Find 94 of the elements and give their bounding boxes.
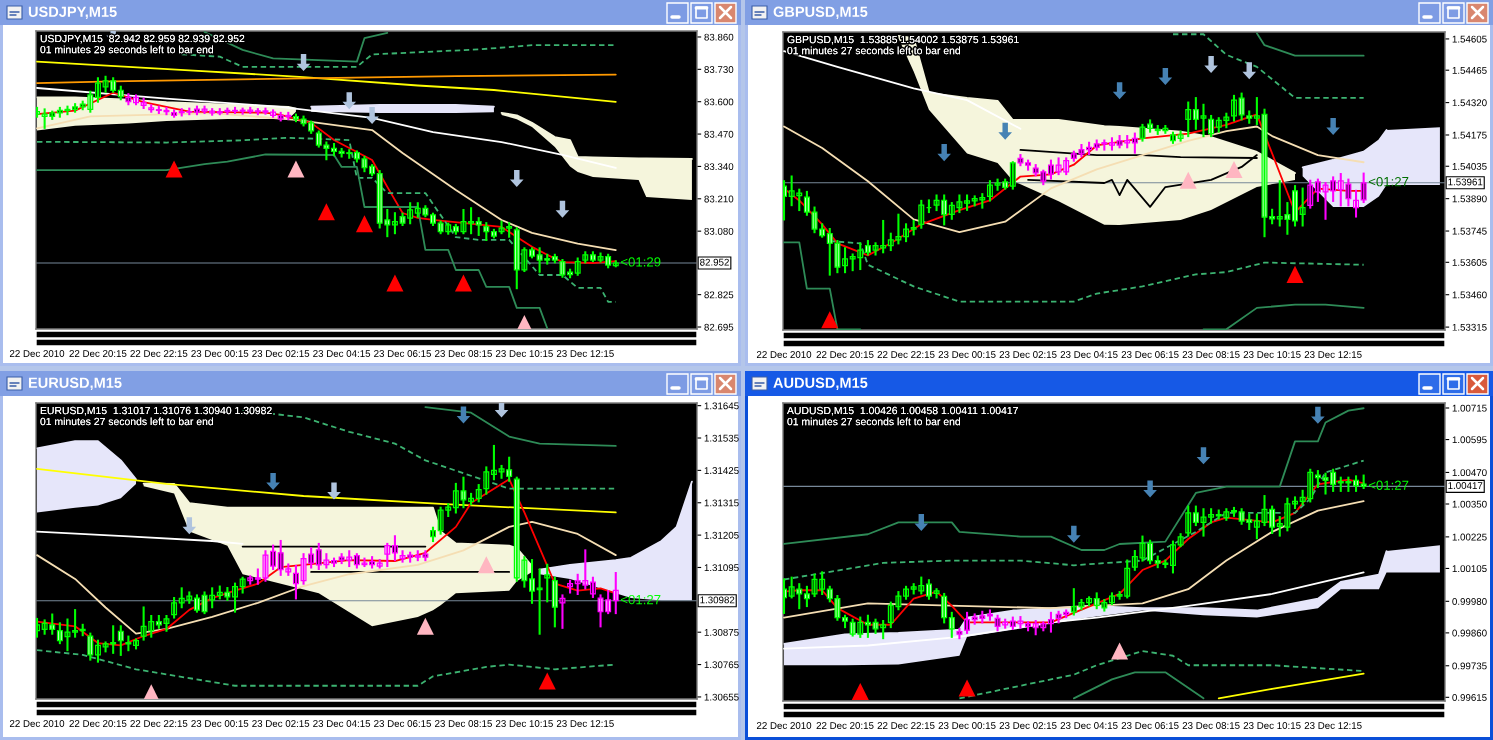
y-tick-label: 83.080 bbox=[704, 227, 734, 235]
x-tick-label: 23 Dec 06:15 bbox=[1121, 722, 1179, 729]
y-tick-label: 1.54320 bbox=[1452, 99, 1487, 107]
annotation: 01 minutes 27 seconds left to bar end bbox=[787, 417, 961, 426]
annotation: 01 minutes 27 seconds left to bar end bbox=[787, 46, 961, 55]
x-tick-label: 22 Dec 20:15 bbox=[816, 351, 874, 358]
x-tick-label: 23 Dec 02:15 bbox=[999, 722, 1057, 729]
y-tick-label: 1.31645 bbox=[704, 402, 739, 410]
x-tick-label: 23 Dec 12:15 bbox=[556, 720, 614, 727]
y-tick-label: 0.99980 bbox=[1452, 598, 1487, 605]
y-tick-label: 1.54175 bbox=[1452, 131, 1487, 139]
y-tick-label: 1.53745 bbox=[1452, 227, 1487, 235]
y-tick-label: 83.600 bbox=[704, 98, 734, 106]
y-tick-label: 83.860 bbox=[704, 33, 734, 41]
x-tick-label: 23 Dec 06:15 bbox=[1121, 351, 1179, 358]
y-tick-label: 1.00350 bbox=[1452, 500, 1487, 508]
x-tick-label: 23 Dec 00:15 bbox=[938, 722, 996, 729]
y-tick-label: 83.730 bbox=[704, 66, 734, 73]
x-tick-label: 22 Dec 2010 bbox=[9, 720, 65, 727]
x-tick-label: 22 Dec 20:15 bbox=[69, 350, 127, 357]
y-tick-label: 1.54465 bbox=[1452, 66, 1487, 74]
x-tick-label: 22 Dec 22:15 bbox=[877, 722, 935, 729]
x-tick-label: 23 Dec 04:15 bbox=[313, 720, 371, 727]
x-tick-label: 23 Dec 00:15 bbox=[938, 351, 996, 358]
y-tick-label: 1.54605 bbox=[1452, 35, 1487, 43]
x-tick-label: 23 Dec 10:15 bbox=[1243, 351, 1301, 358]
y-tick-label: 1.30655 bbox=[704, 693, 739, 701]
annotation: 01 minutes 29 seconds left to bar end bbox=[40, 45, 214, 54]
y-tick-label: 1.31205 bbox=[704, 531, 739, 539]
y-tick-label: 1.53890 bbox=[1452, 195, 1487, 203]
chart-title: AUDUSD,M15 bbox=[773, 377, 868, 391]
y-tick-label: 0.99615 bbox=[1452, 694, 1487, 701]
ref-line-label: 82.952 bbox=[700, 258, 729, 266]
x-tick-label: 23 Dec 02:15 bbox=[999, 351, 1057, 358]
y-tick-label: 83.470 bbox=[704, 130, 734, 138]
y-tick-label: 83.210 bbox=[704, 195, 734, 203]
x-tick-label: 23 Dec 06:15 bbox=[374, 720, 432, 727]
x-tick-label: 22 Dec 2010 bbox=[756, 722, 812, 729]
y-tick-label: 82.825 bbox=[704, 291, 734, 299]
y-tick-label: 1.31095 bbox=[704, 564, 739, 572]
y-tick-label: 1.00105 bbox=[1452, 565, 1487, 573]
y-tick-label: 0.99860 bbox=[1452, 629, 1487, 637]
x-tick-label: 22 Dec 2010 bbox=[756, 351, 812, 358]
x-tick-label: 23 Dec 04:15 bbox=[313, 350, 371, 357]
annotation: <01:27 bbox=[1368, 176, 1409, 187]
x-tick-label: 23 Dec 08:15 bbox=[435, 350, 492, 357]
y-tick-label: 1.31535 bbox=[704, 434, 739, 442]
x-tick-label: 23 Dec 04:15 bbox=[1060, 351, 1118, 358]
x-tick-label: 23 Dec 12:15 bbox=[1304, 351, 1362, 358]
y-tick-label: 0.99735 bbox=[1452, 662, 1487, 670]
x-tick-label: 22 Dec 22:15 bbox=[130, 350, 188, 357]
chart-subtitle: AUDUSD,M15 1.00426 1.00458 1.00411 1.00417 bbox=[786, 406, 1018, 416]
ref-line-label: 1.00417 bbox=[1448, 482, 1483, 489]
ref-line-label: 1.53961 bbox=[1448, 178, 1483, 186]
x-tick-label: 23 Dec 10:15 bbox=[495, 720, 553, 727]
x-tick-label: 23 Dec 00:15 bbox=[191, 720, 249, 727]
y-tick-label: 1.00715 bbox=[1452, 404, 1487, 412]
y-tick-label: 1.53460 bbox=[1452, 291, 1487, 299]
y-tick-label: 1.54035 bbox=[1452, 162, 1487, 170]
x-tick-label: 22 Dec 22:15 bbox=[130, 720, 188, 727]
x-tick-label: 23 Dec 08:15 bbox=[1182, 722, 1240, 729]
y-tick-label: 1.00225 bbox=[1452, 533, 1487, 541]
y-tick-label: 1.00595 bbox=[1452, 436, 1487, 444]
y-tick-label: 1.00470 bbox=[1452, 469, 1487, 477]
y-tick-label: 82.695 bbox=[704, 323, 734, 331]
chart-title: USDJPY,M15 bbox=[28, 6, 117, 20]
x-tick-label: 23 Dec 08:15 bbox=[1182, 351, 1240, 358]
x-tick-label: 22 Dec 20:15 bbox=[69, 720, 127, 727]
y-tick-label: 1.53315 bbox=[1452, 323, 1487, 331]
y-tick-label: 1.31315 bbox=[704, 499, 739, 507]
annotation: 01 minutes 27 seconds left to bar end bbox=[40, 417, 214, 426]
x-tick-label: 22 Dec 20:15 bbox=[816, 722, 874, 729]
chart-title: GBPUSD,M15 bbox=[773, 6, 868, 20]
y-tick-label: 1.30875 bbox=[704, 628, 739, 636]
y-tick-label: 83.340 bbox=[704, 163, 734, 171]
x-tick-label: 23 Dec 12:15 bbox=[556, 350, 614, 357]
y-tick-label: 1.53605 bbox=[1452, 259, 1487, 266]
chart-subtitle: EURUSD,M15 1.31017 1.31076 1.30940 1.30982 bbox=[40, 406, 272, 416]
y-tick-label: 1.31425 bbox=[704, 467, 739, 474]
x-tick-label: 23 Dec 02:15 bbox=[252, 350, 310, 357]
x-tick-label: 23 Dec 10:15 bbox=[1243, 722, 1301, 729]
x-tick-label: 22 Dec 22:15 bbox=[877, 351, 935, 358]
x-tick-label: 23 Dec 06:15 bbox=[374, 350, 432, 357]
x-tick-label: 23 Dec 12:15 bbox=[1304, 722, 1362, 729]
x-tick-label: 23 Dec 10:15 bbox=[495, 350, 553, 357]
ref-line-label: 1.30982 bbox=[700, 596, 735, 604]
x-tick-label: 22 Dec 2010 bbox=[9, 350, 65, 357]
y-tick-label: 1.30765 bbox=[704, 661, 739, 669]
chart-title: EURUSD,M15 bbox=[28, 377, 122, 391]
x-tick-label: 23 Dec 04:15 bbox=[1060, 722, 1118, 729]
annotation: <01:29 bbox=[620, 257, 661, 267]
x-tick-label: 23 Dec 02:15 bbox=[252, 720, 310, 727]
x-tick-label: 23 Dec 00:15 bbox=[191, 350, 249, 357]
x-tick-label: 23 Dec 08:15 bbox=[435, 720, 492, 727]
